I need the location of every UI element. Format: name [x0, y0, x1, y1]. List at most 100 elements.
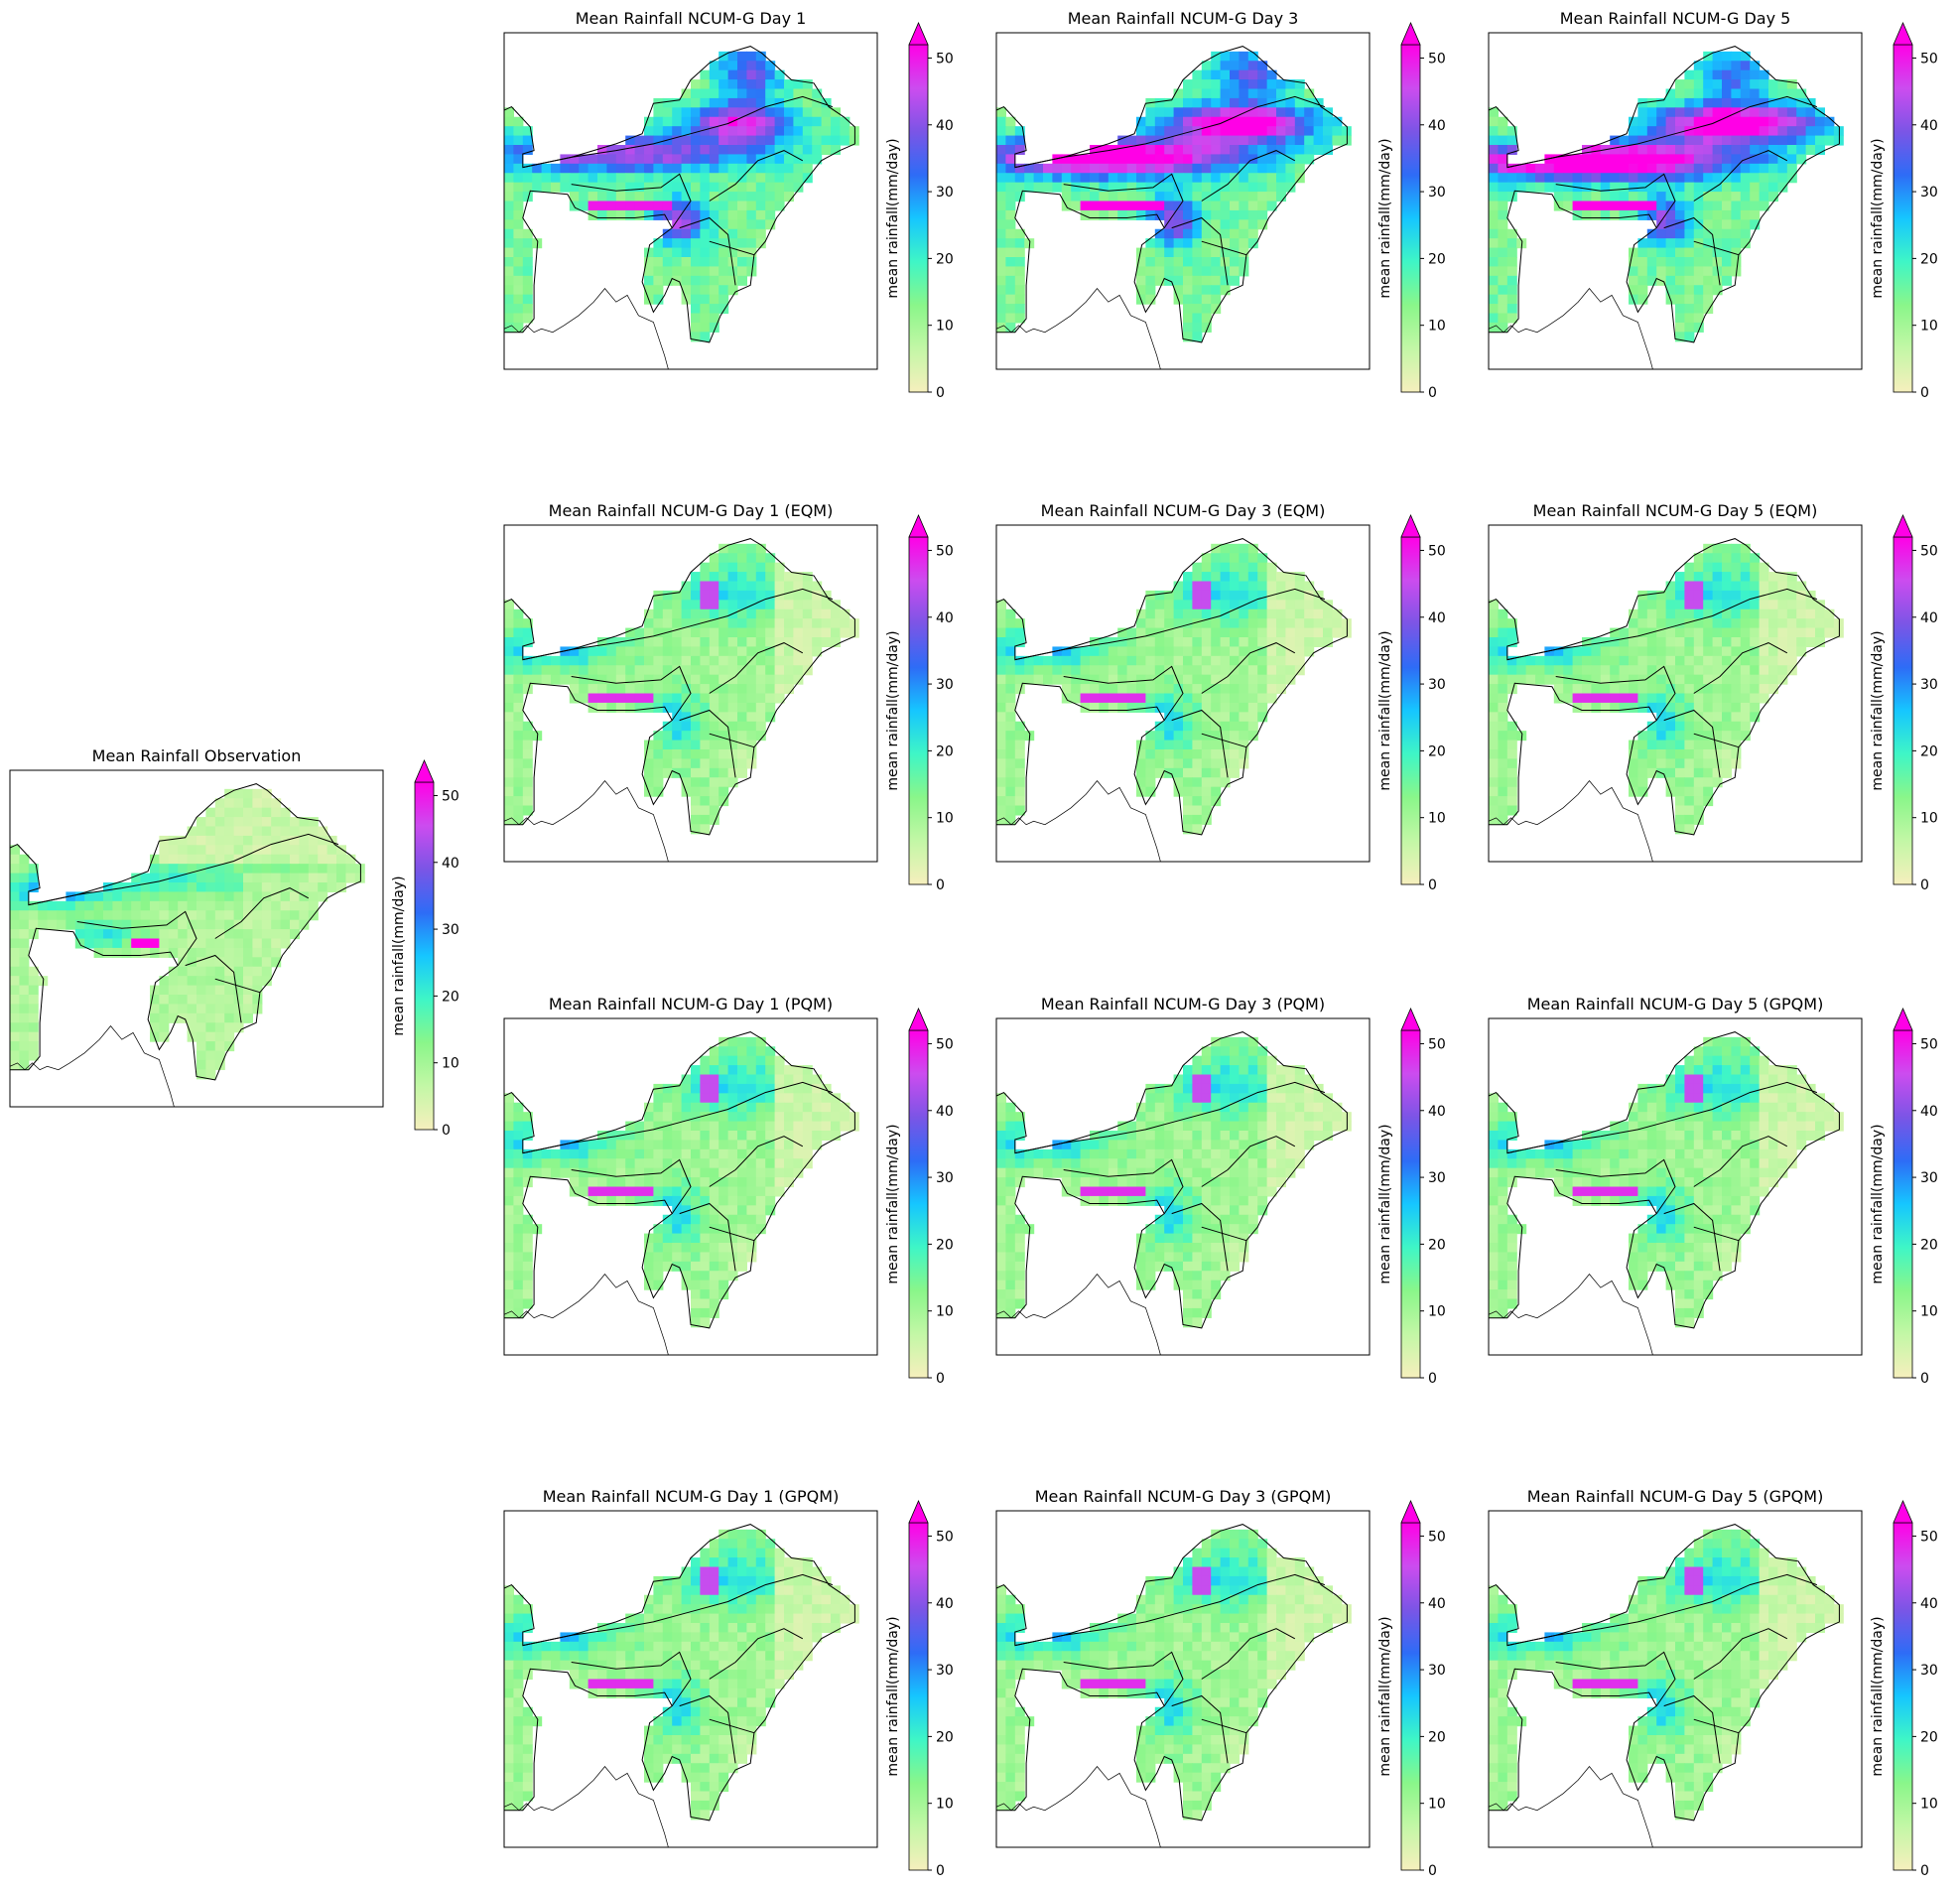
heat-cell — [522, 731, 533, 742]
heat-cell — [1544, 665, 1555, 676]
heat-cell — [19, 919, 30, 930]
heat-cell — [522, 135, 533, 146]
heat-cell — [1257, 88, 1268, 99]
heat-cell — [65, 910, 76, 921]
heat-cell — [1090, 145, 1100, 156]
heat-cell — [1489, 294, 1499, 305]
heat-cell — [1712, 655, 1723, 666]
heat-cell — [1805, 126, 1816, 137]
heat-cell — [727, 655, 738, 666]
heat-cell — [1722, 543, 1732, 554]
heat-cell — [737, 767, 747, 778]
heat-cell — [1304, 637, 1315, 648]
heat-cell — [1276, 1148, 1286, 1159]
heat-cell — [1777, 79, 1788, 90]
heat-cell — [513, 1148, 524, 1159]
heat-cell — [700, 1214, 711, 1225]
heat-cell — [187, 873, 197, 883]
heat-cell — [205, 807, 216, 818]
heat-cell — [205, 947, 216, 958]
heat-cell — [233, 788, 244, 799]
heat-cell — [1276, 590, 1286, 601]
heat-cell — [1572, 154, 1583, 165]
heat-cell — [1266, 1140, 1277, 1150]
heat-cell — [1759, 600, 1769, 610]
heat-cell — [709, 721, 719, 732]
heat-cell — [1239, 182, 1249, 193]
heat-cell — [1145, 1233, 1156, 1244]
heat-cell — [1108, 201, 1118, 211]
heat-cell — [1572, 665, 1583, 676]
heat-cell — [1665, 219, 1676, 230]
heat-cell — [737, 618, 747, 629]
heat-cell — [1498, 154, 1508, 165]
heat-cell — [625, 1186, 636, 1197]
heat-cell — [513, 608, 524, 619]
heat-cell — [1750, 182, 1761, 193]
state-boundary — [709, 1136, 804, 1187]
heat-cell — [634, 192, 645, 202]
heat-cell — [1164, 618, 1175, 629]
heat-cell — [1247, 1177, 1258, 1188]
heat-cell — [504, 796, 514, 807]
heat-cell — [1675, 805, 1685, 816]
heat-cell — [746, 1074, 757, 1085]
heat-cell — [541, 163, 552, 174]
heat-cell — [634, 627, 645, 638]
heat-cell — [1712, 553, 1723, 564]
heat-cell — [233, 1022, 244, 1033]
heat-cell — [1722, 209, 1732, 220]
heat-cell — [700, 116, 711, 127]
heat-cell — [1247, 107, 1258, 118]
heat-cell — [233, 957, 244, 968]
heat-cell — [1183, 1195, 1193, 1206]
heat-cell — [1211, 1102, 1222, 1113]
heat-cell — [1740, 88, 1751, 99]
heat-cell — [746, 562, 757, 573]
heat-cell — [727, 154, 738, 165]
heat-cell — [700, 304, 711, 315]
heat-cell — [299, 882, 310, 893]
heat-cell — [1211, 182, 1222, 193]
heat-cell — [541, 665, 552, 676]
heat-cell — [644, 684, 654, 695]
heat-cell — [709, 285, 719, 296]
heat-cell — [1656, 182, 1667, 193]
heat-cell — [1276, 665, 1286, 676]
heat-cell — [1684, 88, 1695, 99]
heat-cell — [774, 562, 785, 573]
heat-cell — [1637, 731, 1648, 742]
heat-cell — [1637, 192, 1648, 202]
heat-cell — [1154, 1121, 1165, 1132]
heat-cell — [719, 749, 729, 760]
heat-cell — [252, 891, 263, 902]
heat-cell — [1164, 608, 1175, 619]
heat-cell — [1005, 796, 1016, 807]
heat-cell — [793, 1167, 804, 1178]
heat-cell — [1173, 228, 1184, 239]
heat-cell — [1183, 814, 1193, 825]
heat-cell — [1099, 192, 1110, 202]
heat-cell — [662, 600, 673, 610]
heat-cell — [1591, 173, 1602, 184]
heat-cell — [551, 182, 561, 193]
colorbar-tick-label: 50 — [936, 543, 954, 559]
heat-cell — [727, 97, 738, 108]
heat-cell — [84, 910, 95, 921]
heat-cell — [746, 1205, 757, 1216]
heat-cell — [1183, 1224, 1193, 1235]
heat-cell — [1173, 731, 1184, 742]
heat-cell — [1722, 275, 1732, 286]
heat-cell — [1684, 814, 1695, 825]
heat-cell — [1230, 655, 1240, 666]
heat-cell — [1164, 1093, 1175, 1104]
heat-cell — [1285, 1158, 1296, 1169]
heat-cell — [1211, 145, 1222, 156]
heat-cell — [233, 882, 244, 893]
heat-cell — [1665, 627, 1676, 638]
heat-cell — [793, 1083, 804, 1094]
heat-cell — [1341, 126, 1352, 137]
heat-cell — [1600, 192, 1611, 202]
heat-cell — [719, 1121, 729, 1132]
heat-cell — [187, 835, 197, 846]
